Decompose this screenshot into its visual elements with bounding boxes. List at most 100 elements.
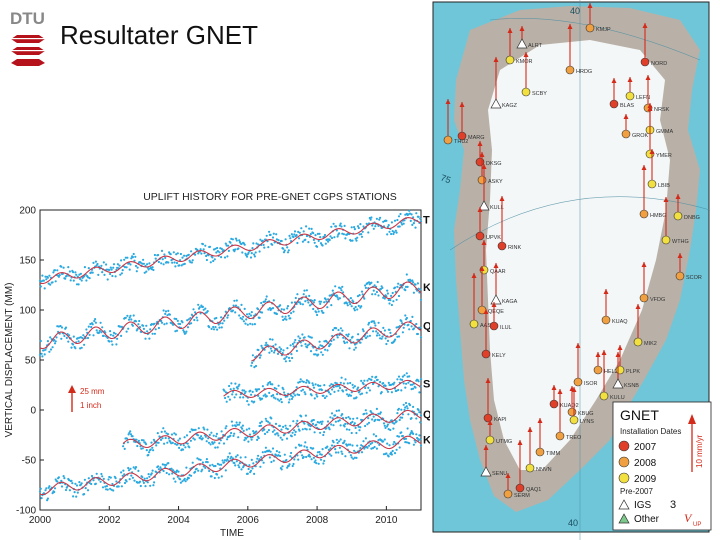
data-point: [80, 279, 83, 282]
data-point: [400, 431, 403, 434]
data-point: [233, 396, 236, 399]
data-point: [247, 467, 250, 471]
data-point: [142, 327, 145, 330]
data-point: [348, 393, 351, 396]
data-point: [419, 444, 423, 447]
data-point: [129, 433, 133, 436]
data-point: [400, 320, 403, 323]
data-point: [332, 222, 335, 225]
data-point: [136, 481, 139, 484]
series-qaq1: [122, 401, 423, 457]
station-ksnb: KSNB: [612, 352, 639, 389]
data-point: [238, 383, 241, 386]
data-point: [377, 294, 380, 297]
data-point: [345, 444, 349, 447]
data-point: [162, 309, 165, 312]
data-point: [263, 428, 266, 431]
data-point: [408, 209, 411, 212]
data-point: [234, 455, 238, 458]
data-point: [72, 343, 75, 346]
station-name: BLAS: [620, 103, 634, 109]
x-tick-label: 2010: [375, 515, 398, 526]
data-point: [146, 263, 149, 266]
data-point: [378, 419, 381, 422]
data-point: [227, 244, 230, 247]
data-point: [276, 352, 280, 355]
data-point: [185, 434, 189, 437]
data-point: [256, 457, 259, 460]
data-point: [267, 246, 270, 249]
data-point: [380, 337, 383, 340]
data-point: [358, 294, 361, 297]
data-point: [412, 327, 415, 330]
data-point: [52, 271, 55, 274]
data-point: [374, 418, 377, 421]
data-point: [412, 405, 415, 408]
data-point: [248, 464, 251, 467]
data-point: [396, 218, 399, 222]
data-point: [281, 352, 284, 355]
data-point: [168, 313, 171, 316]
data-point: [199, 312, 202, 315]
data-point: [394, 338, 397, 341]
data-point: [351, 383, 354, 386]
data-point: [367, 231, 370, 234]
plot-frame: [39, 209, 422, 511]
data-point: [171, 469, 175, 472]
data-point: [364, 409, 367, 412]
data-point: [346, 335, 349, 338]
data-point: [264, 417, 267, 420]
data-point: [230, 382, 233, 385]
data-point: [171, 472, 174, 475]
station-name: KBUG: [578, 411, 594, 417]
data-point: [301, 388, 305, 391]
data-point: [390, 221, 393, 224]
data-point: [64, 277, 67, 280]
data-point: [329, 343, 332, 346]
data-point: [155, 444, 158, 447]
data-point: [280, 428, 283, 431]
data-point: [147, 268, 150, 271]
data-point: [250, 458, 253, 461]
data-point: [164, 312, 167, 315]
data-point: [49, 348, 53, 351]
data-point: [203, 252, 206, 255]
data-point: [300, 389, 303, 392]
data-point: [313, 353, 316, 356]
data-point: [127, 466, 130, 470]
data-point: [377, 321, 380, 324]
data-point: [312, 386, 316, 389]
data-point: [398, 418, 401, 422]
data-point: [405, 405, 408, 408]
data-point: [234, 248, 237, 251]
data-point: [131, 476, 134, 479]
data-point: [258, 250, 261, 253]
data-point: [229, 388, 232, 391]
data-point: [245, 428, 248, 431]
data-point: [386, 425, 389, 428]
data-point: [309, 350, 313, 353]
data-point: [249, 256, 253, 259]
data-point: [339, 287, 342, 290]
data-point: [68, 489, 71, 492]
data-point: [345, 416, 348, 419]
data-point: [364, 336, 368, 340]
data-point: [269, 233, 272, 236]
data-point: [68, 334, 71, 337]
data-point: [418, 411, 421, 414]
data-point: [300, 444, 303, 447]
data-point: [404, 401, 408, 405]
data-point: [342, 382, 345, 385]
data-point: [304, 441, 307, 444]
data-point: [416, 282, 419, 285]
data-point: [240, 242, 243, 246]
data-point: [290, 397, 294, 400]
data-point: [288, 463, 291, 466]
data-point: [199, 248, 202, 251]
fit-line-thu2: [39, 217, 422, 285]
data-point: [243, 392, 246, 395]
data-point: [133, 259, 136, 262]
data-point: [282, 425, 285, 428]
data-point: [321, 420, 324, 423]
data-point: [375, 290, 378, 294]
